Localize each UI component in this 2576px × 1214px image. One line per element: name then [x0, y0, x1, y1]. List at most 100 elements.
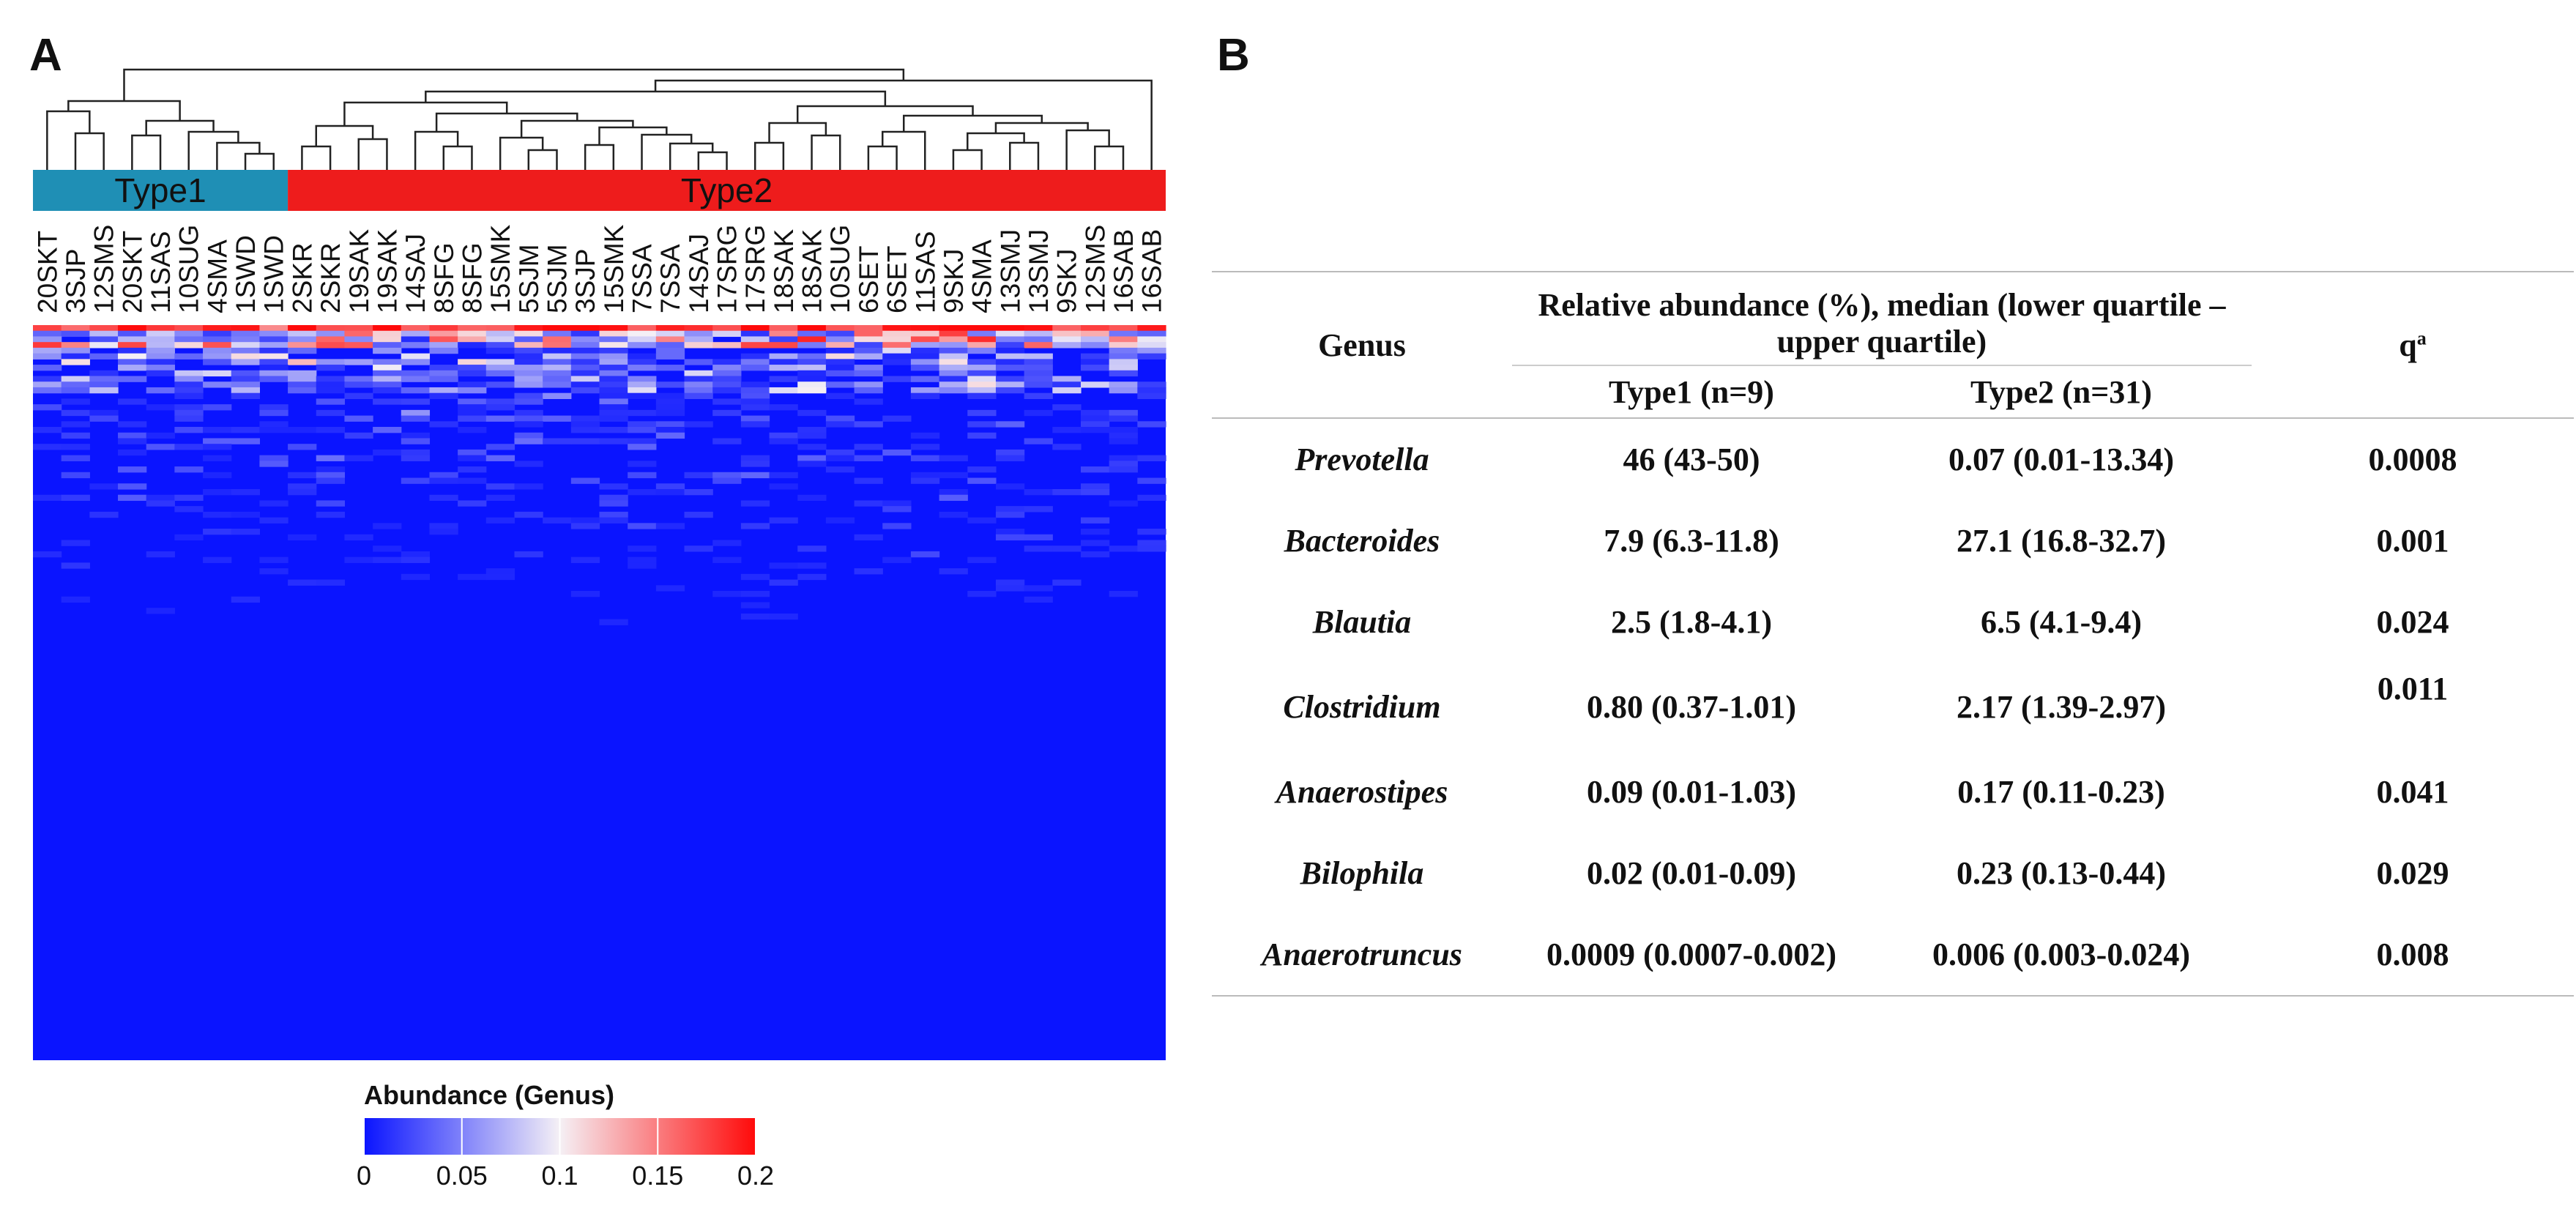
heatmap-cell: [740, 613, 770, 620]
heatmap-cell: [514, 438, 543, 444]
heatmap-cell: [1024, 330, 1053, 338]
heatmap-cell: [599, 438, 628, 444]
heatmap-cell: [1080, 551, 1110, 558]
heatmap-cell: [514, 421, 543, 428]
heatmap-cell: [1024, 596, 1053, 603]
heatmap-cell: [1024, 342, 1053, 349]
heatmap-cell: [543, 370, 572, 377]
heatmap-cell: [825, 381, 855, 388]
heatmap-cell: [740, 392, 770, 399]
heatmap-cell: [174, 444, 204, 450]
heatmap-cell: [344, 376, 373, 382]
heatmap-cell: [628, 353, 657, 360]
heatmap-cell: [543, 438, 572, 444]
heatmap-cell: [429, 529, 458, 535]
heatmap-cell: [118, 336, 147, 343]
heatmap-cell: [118, 449, 147, 456]
genus-cell: Blautia: [1312, 604, 1412, 640]
group-bar: Type1 Type2: [33, 170, 1166, 211]
genus-cell: Anaerostipes: [1276, 774, 1448, 810]
heatmap-cell: [825, 365, 855, 371]
heatmap-cell: [655, 523, 685, 529]
sample-label: 7SSA: [655, 244, 685, 313]
heatmap-cell: [712, 477, 742, 484]
heatmap-cell: [740, 330, 770, 338]
heatmap-cell: [485, 342, 515, 349]
heatmap-cell: [854, 387, 883, 394]
heatmap-cell: [655, 404, 685, 411]
heatmap-cell: [570, 370, 600, 377]
heatmap-cell: [599, 398, 628, 405]
heatmap-cell: [203, 438, 232, 444]
heatmap-cell: [882, 523, 912, 529]
heatmap-cell: [373, 427, 402, 433]
heatmap-cell: [401, 336, 431, 343]
heatmap-cell: [599, 404, 628, 411]
heatmap-cell: [373, 523, 402, 529]
heatmap-cell: [543, 342, 572, 349]
heatmap-cell: [288, 330, 317, 338]
heatmap-cell: [174, 325, 204, 332]
heatmap-cell: [1080, 365, 1110, 371]
heatmap-cell: [570, 342, 600, 349]
heatmap-cell: [939, 387, 968, 394]
heatmap-cell: [825, 325, 855, 332]
heatmap-cell: [1080, 381, 1110, 388]
heatmap-cell: [231, 325, 260, 332]
heatmap-cell: [1052, 444, 1082, 450]
heatmap-cell: [655, 409, 685, 417]
dendrogram-branch: [584, 144, 615, 170]
heatmap-cell: [458, 370, 487, 377]
heatmap-cell: [231, 347, 260, 354]
heatmap-cell: [570, 523, 600, 529]
heatmap-cell: [61, 540, 90, 546]
genus-cell: Clostridium: [1283, 689, 1441, 725]
dendrogram-branch: [1009, 141, 1040, 170]
heatmap-cell: [89, 370, 119, 377]
table-row: Prevotella 46 (43-50) 0.07 (0.01-13.34) …: [1212, 418, 2574, 500]
heatmap-cell: [1109, 359, 1138, 365]
heatmap-cell: [231, 427, 260, 433]
heatmap-cell: [939, 347, 968, 354]
heatmap-cell: [373, 387, 402, 394]
genus-cell: Bacteroides: [1284, 523, 1440, 559]
heatmap-cell: [570, 421, 600, 428]
heatmap-cell: [599, 409, 628, 417]
heatmap-cell: [684, 376, 713, 382]
heatmap-cell: [882, 359, 912, 365]
heatmap-cell: [854, 381, 883, 388]
heatmap-cell: [259, 370, 289, 377]
heatmap-cell: [259, 500, 289, 507]
q-header: qa: [2252, 271, 2574, 419]
sample-label: 1SWD: [231, 235, 261, 313]
heatmap-cell: [288, 336, 317, 343]
heatmap-cell: [203, 444, 232, 450]
heatmap-cell: [1052, 427, 1082, 433]
q-cell: 0.041: [2376, 774, 2449, 810]
heatmap-cell: [967, 336, 997, 343]
heatmap-cell: [825, 336, 855, 343]
heatmap-cell: [628, 427, 657, 433]
heatmap-cell: [797, 455, 827, 461]
heatmap-cell: [1109, 432, 1138, 439]
heatmap-cell: [89, 325, 119, 332]
heatmap-cell: [854, 353, 883, 360]
heatmap-cell: [401, 556, 431, 563]
heatmap-cell: [1024, 545, 1053, 552]
heatmap-cell: [939, 365, 968, 371]
heatmap-cell: [458, 500, 487, 507]
heatmap-cell: [485, 455, 515, 461]
heatmap-cell: [316, 500, 346, 507]
heatmap-cell: [458, 415, 487, 422]
heatmap-cell: [118, 342, 147, 349]
sample-label: 20SKT: [117, 231, 147, 313]
heatmap-cell: [1137, 387, 1166, 394]
heatmap-cell: [995, 529, 1025, 535]
heatmap-cell: [118, 353, 147, 360]
heatmap-cell: [429, 472, 458, 479]
heatmap-cell: [854, 477, 883, 484]
heatmap-cell: [514, 432, 543, 439]
heatmap-cell: [1080, 359, 1110, 365]
heatmap-cell: [118, 438, 147, 444]
table-row: Bilophila 0.02 (0.01-0.09) 0.23 (0.13-0.…: [1212, 833, 2574, 914]
